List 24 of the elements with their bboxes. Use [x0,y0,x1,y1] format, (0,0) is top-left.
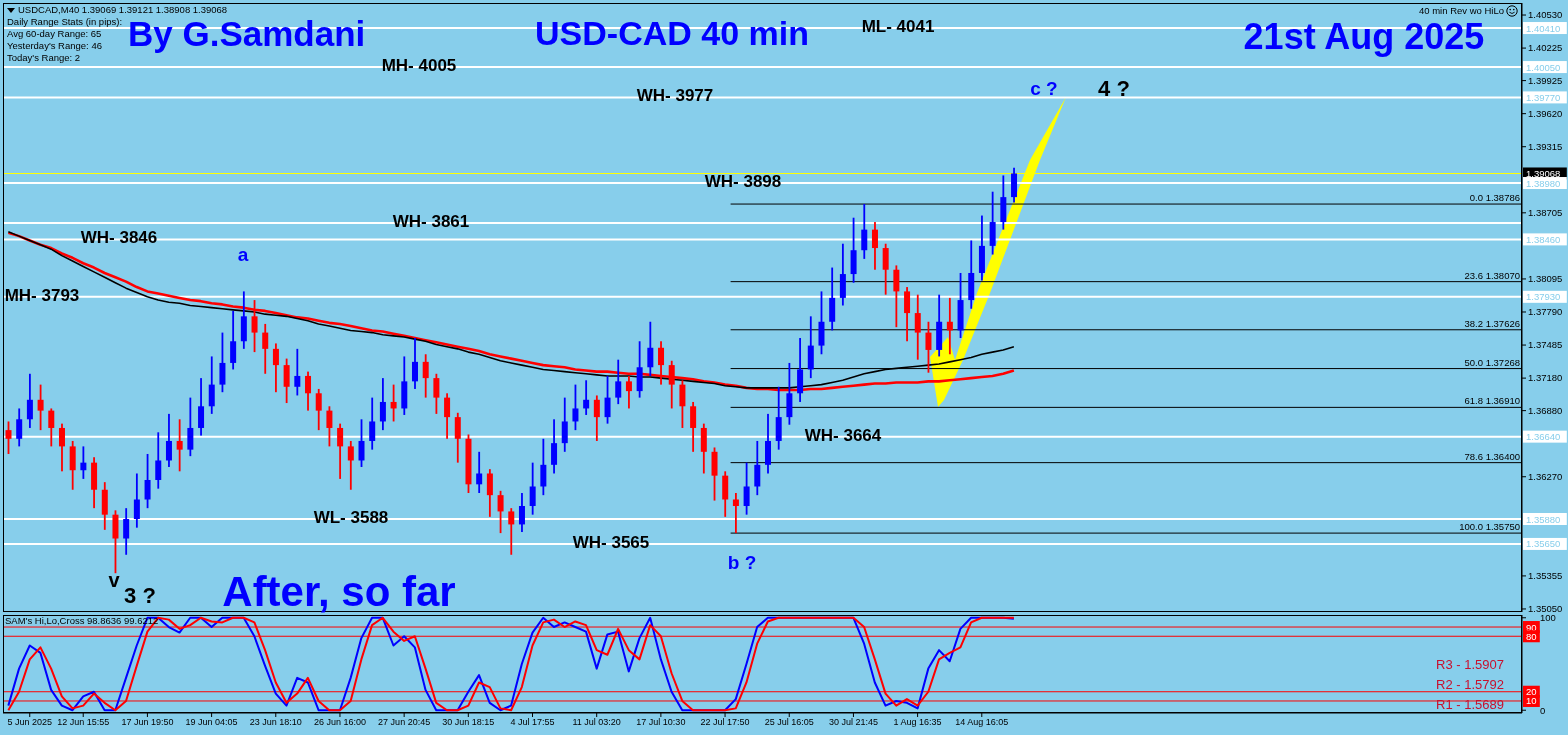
x-tick-label: 19 Jun 04:05 [185,717,238,728]
x-tick-label: 17 Jun 19:50 [121,717,174,728]
x-tick-label: 27 Jun 20:45 [378,717,431,728]
x-tick-label: 4 Jul 17:55 [510,717,555,728]
ref-line-label: 80 [1526,630,1537,642]
x-tick-label: 25 Jul 16:05 [764,717,814,728]
ref-line-label: 90 [1526,621,1537,633]
x-tick-label: 17 Jul 10:30 [636,717,686,728]
x-tick-label: 5 Jun 2025 [7,717,53,728]
x-tick-label: 14 Aug 16:05 [955,717,1009,728]
x-tick-label: 26 Jun 16:00 [313,717,366,728]
x-tick-label: 12 Jun 15:55 [57,717,110,728]
ref-line-label: 10 [1526,695,1537,707]
y-tick-label: 0 [1540,704,1546,716]
x-tick-label: 11 Jul 03:20 [572,717,621,728]
annotation: R3 - 1.5907 [1436,656,1504,672]
x-tick-label: 22 Jul 17:50 [700,717,750,728]
x-tick-label: 23 Jun 18:10 [249,717,302,728]
annotation: R2 - 1.5792 [1436,676,1504,692]
ref-line-label: 20 [1526,686,1537,698]
y-tick-label: 100 [1540,612,1556,624]
x-tick-label: 30 Jun 18:15 [442,717,495,728]
x-tick-label: 30 Jul 21:45 [828,717,878,728]
x-tick-label: 1 Aug 16:35 [893,717,942,728]
